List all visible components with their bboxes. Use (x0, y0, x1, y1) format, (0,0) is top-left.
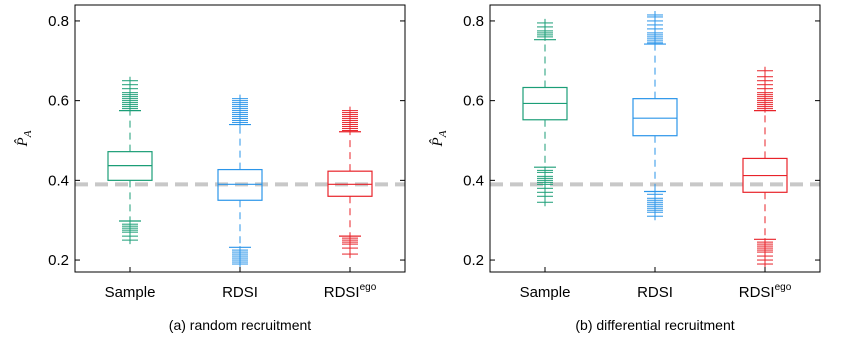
x-tick-label: RDSI (222, 284, 258, 301)
y-tick-label: 0.2 (463, 252, 484, 269)
x-tick-label-text: Sample (520, 284, 571, 301)
x-tick-label-superscript: ego (775, 282, 792, 293)
box-rdsi-ego (327, 106, 373, 259)
y-axis-label-subscript: A (437, 130, 449, 138)
y-tick-label: 0.6 (48, 93, 69, 110)
panel-caption: (b) differential recruitment (575, 317, 734, 333)
box-rdsi-ego (742, 66, 788, 269)
y-tick-label: 0.6 (463, 93, 484, 110)
x-tick-label: RDSIego (324, 282, 377, 301)
x-tick-label: Sample (105, 284, 156, 301)
box-rdsi (632, 10, 678, 221)
box-rdsi (217, 94, 263, 269)
y-axis-label: P̂A (15, 130, 34, 147)
box-sample (107, 76, 153, 245)
plot-frame (74, 4, 406, 273)
y-axis-label-subscript: A (22, 130, 34, 138)
y-tick-label: 0.4 (463, 172, 484, 189)
panel-caption: (a) random recruitment (169, 317, 311, 333)
y-axis-label-main: P̂ (430, 137, 446, 147)
x-tick-label-text: RDSI (222, 284, 258, 301)
y-tick-label: 0.2 (48, 252, 69, 269)
x-tick-label-text: RDSI (324, 284, 360, 301)
x-tick-label-text: Sample (105, 284, 156, 301)
y-tick-label: 0.8 (463, 13, 484, 30)
x-tick-label-superscript: ego (360, 282, 377, 293)
y-axis-label-main: P̂ (15, 137, 31, 147)
plot-frame (489, 4, 821, 273)
x-tick-label-text: RDSI (739, 284, 775, 301)
x-tick-label: RDSI (637, 284, 673, 301)
box-sample (522, 18, 568, 207)
y-tick-label: 0.4 (48, 172, 69, 189)
y-axis-label: P̂A (430, 130, 449, 147)
x-tick-label: RDSIego (739, 282, 792, 301)
x-tick-label: Sample (520, 284, 571, 301)
y-tick-label: 0.8 (48, 13, 69, 30)
box-iqr (632, 98, 678, 137)
x-tick-label-text: RDSI (637, 284, 673, 301)
